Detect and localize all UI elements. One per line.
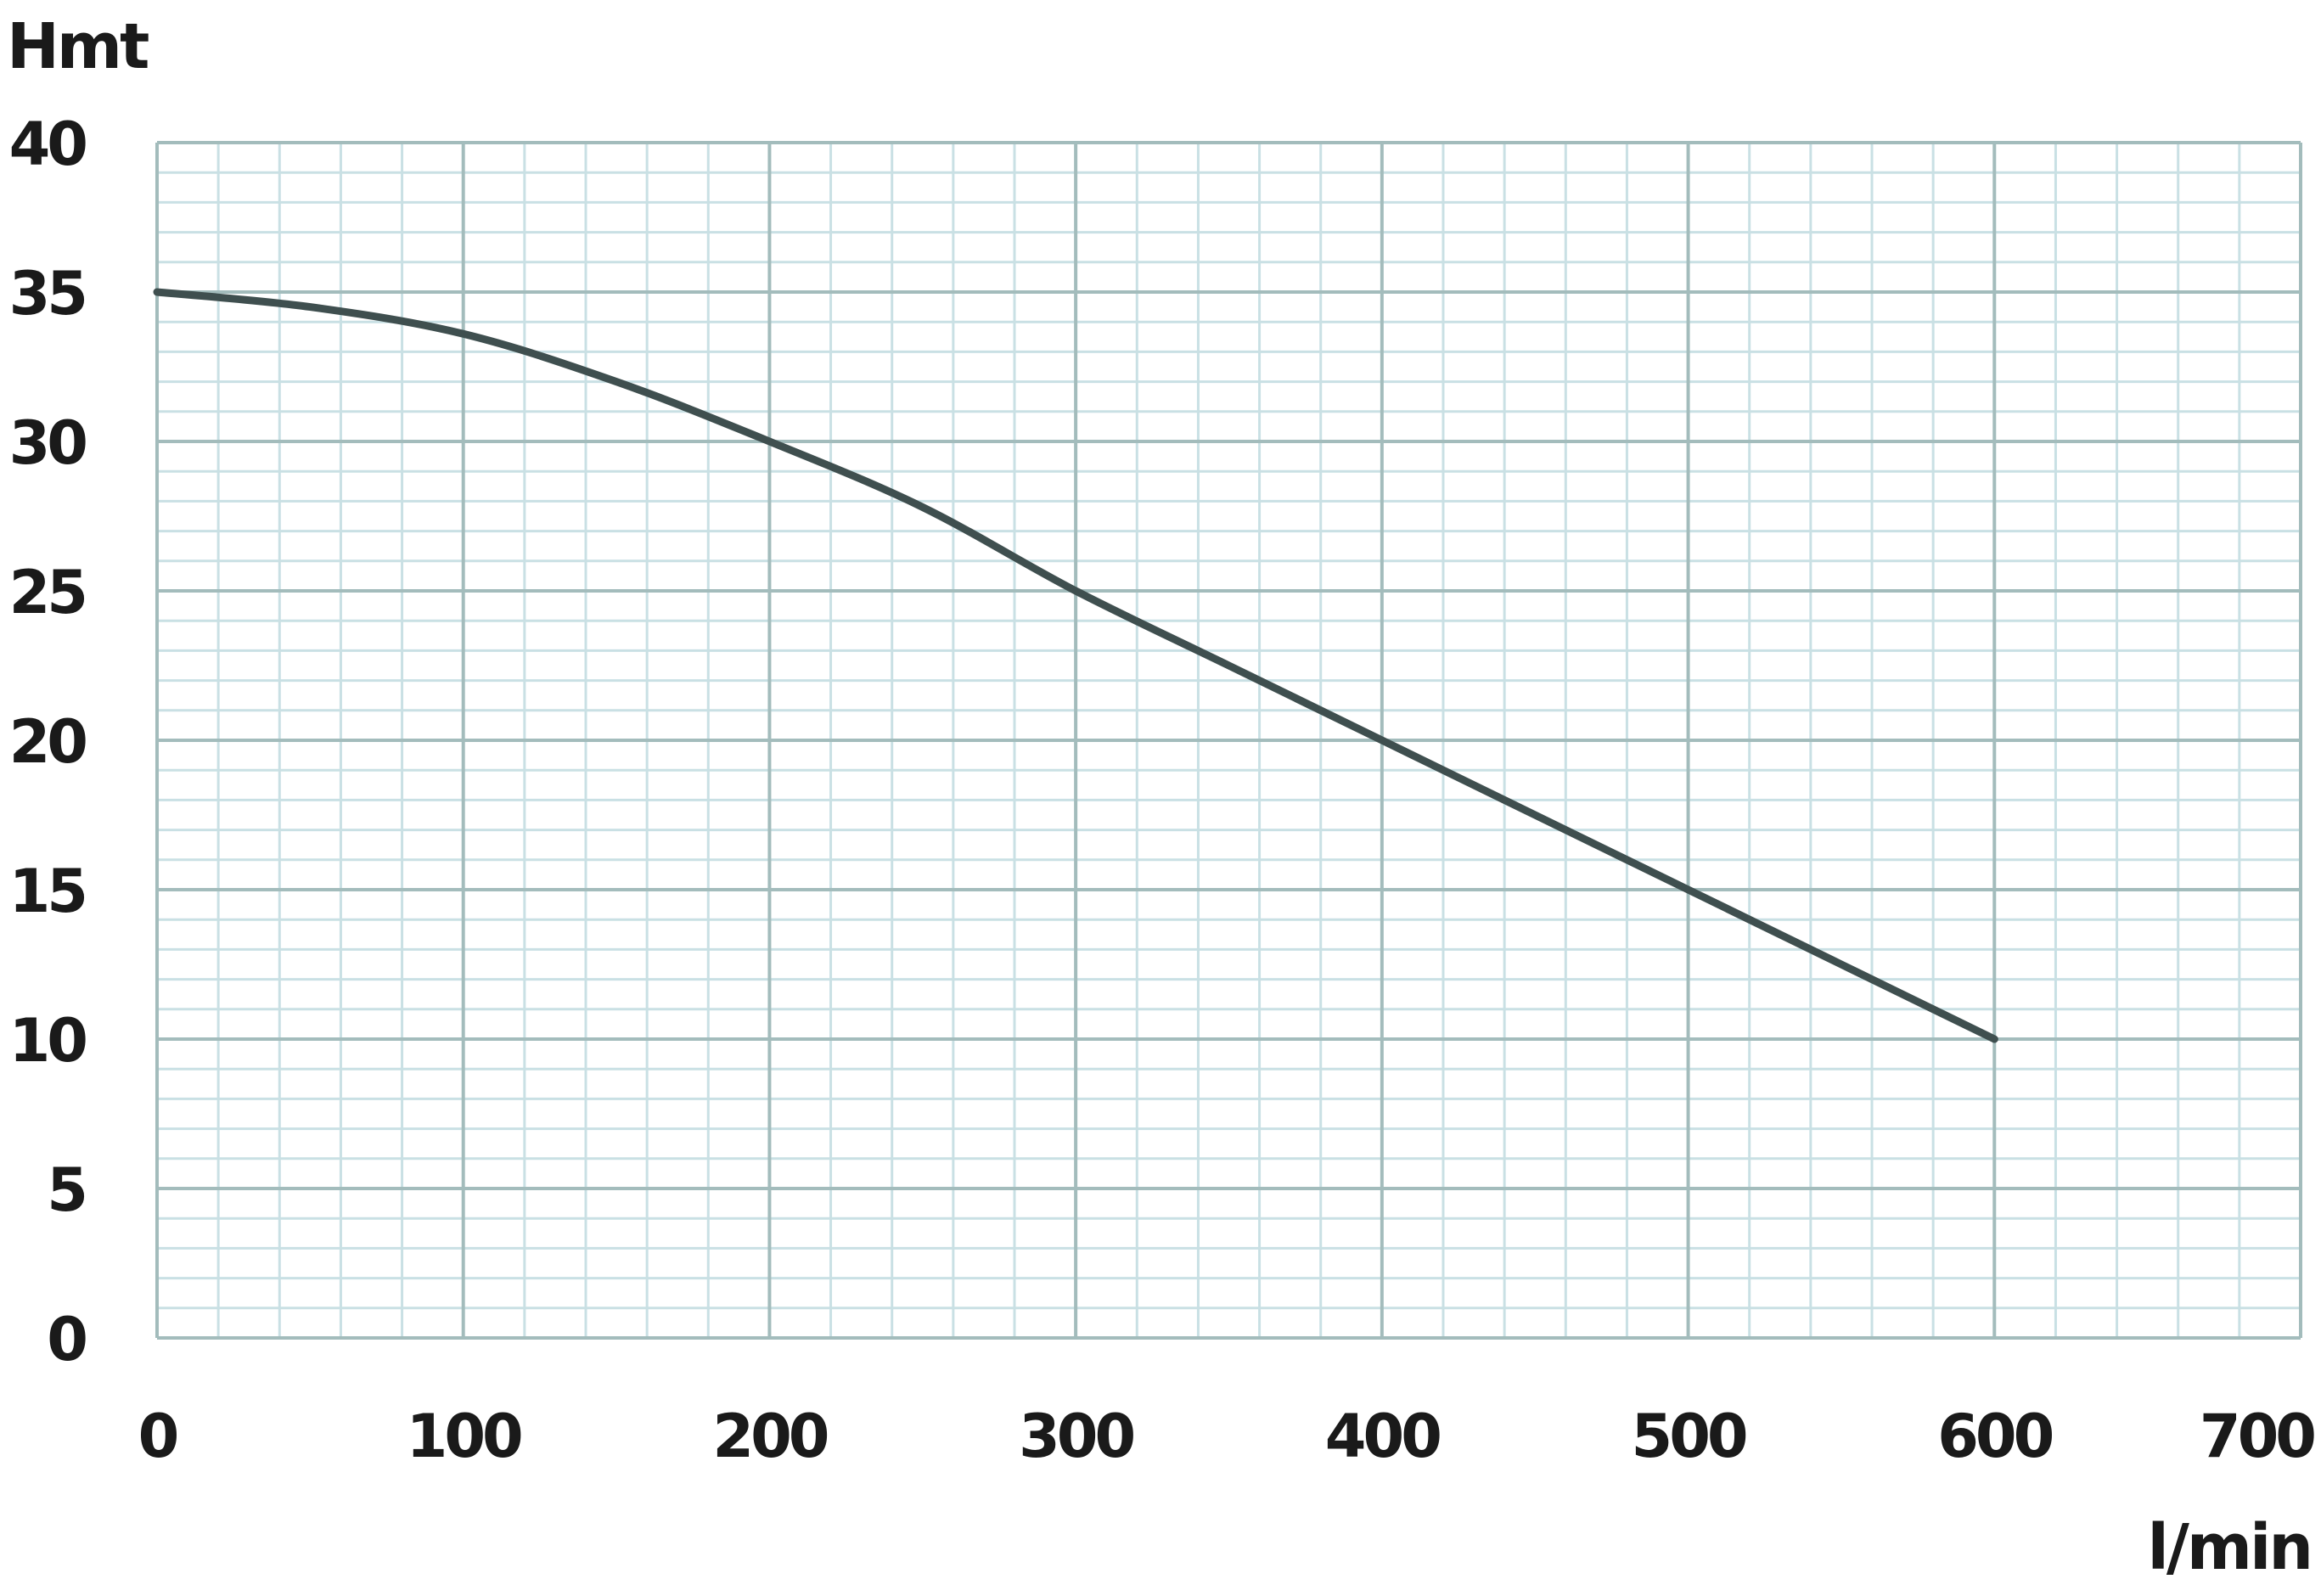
y-tick-label: 40 xyxy=(9,110,87,179)
x-tick-label: 700 xyxy=(2200,1402,2314,1471)
y-tick-labels: 0 5 10 15 20 25 30 35 40 xyxy=(9,110,90,1374)
major-grid xyxy=(155,141,2302,1340)
y-tick-label: 35 xyxy=(9,259,85,329)
y-tick-label: 20 xyxy=(9,707,87,777)
x-tick-label: 400 xyxy=(1325,1402,1440,1471)
x-tick-label: 500 xyxy=(1632,1402,1746,1471)
y-tick-label: 30 xyxy=(9,408,87,478)
x-tick-label: 200 xyxy=(712,1402,827,1471)
y-tick-label: 25 xyxy=(9,558,85,627)
x-axis-title: l/min xyxy=(2147,1511,2311,1584)
series-layer xyxy=(153,288,1998,1043)
x-tick-labels: 0 100 200 300 400 500 600 700 xyxy=(138,1402,2318,1471)
y-tick-label: 15 xyxy=(9,857,85,926)
y-tick-label: 10 xyxy=(9,1006,87,1076)
x-tick-label: 100 xyxy=(407,1402,521,1471)
x-tick-label: 0 xyxy=(138,1402,177,1471)
y-tick-label: 5 xyxy=(47,1155,85,1225)
y-tick-label: 0 xyxy=(47,1305,86,1374)
x-tick-label: 300 xyxy=(1019,1402,1133,1471)
x-tick-label: 600 xyxy=(1937,1402,2052,1471)
y-axis-title: Hmt xyxy=(7,10,149,83)
series-line xyxy=(153,288,1998,1043)
